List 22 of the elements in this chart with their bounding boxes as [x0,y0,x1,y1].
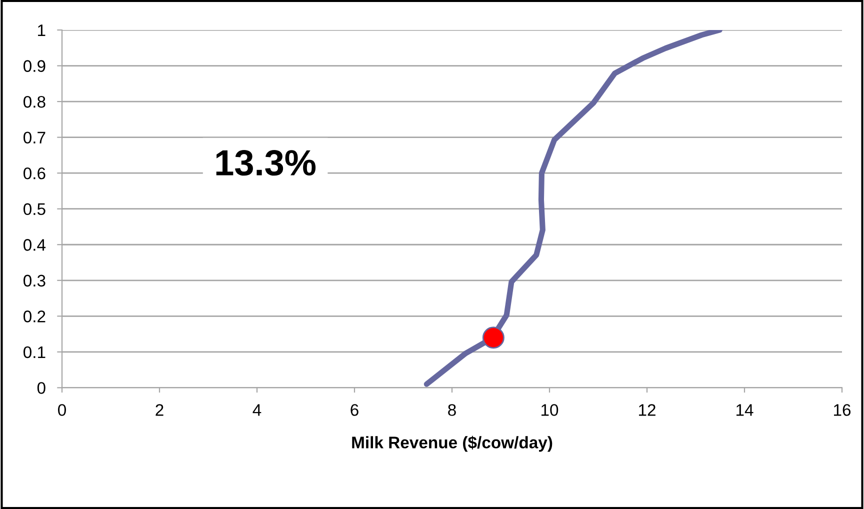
x-tick-label: 8 [448,404,456,416]
y-tick-label: 0.8 [24,96,46,108]
x-tick-label: 16 [834,404,851,416]
y-tick-label: 0.9 [24,60,46,72]
x-tick-label: 14 [736,404,754,416]
y-tick-label: 1 [38,24,46,36]
x-tick-label: 4 [252,404,262,416]
y-tick-label: 0.2 [24,310,46,322]
x-tick-label: 10 [542,404,558,416]
y-tick-label: 0.1 [24,346,46,358]
y-tick-label: 0.4 [24,239,46,251]
y-tick-label: 0.3 [24,274,46,287]
annotation: 13.3% [216,150,316,176]
x-tick-label: 12 [639,404,656,416]
x-tick-label: 0 [58,404,66,416]
y-tick-label: 0 [37,382,46,394]
y-tick-label: 0.5 [24,203,46,216]
x-tick-label: 2 [156,404,164,416]
x-axis-title: Milk Revenue ($/cow/day) [352,436,552,452]
y-tick-label: 0.7 [24,132,46,144]
x-tick-label: 6 [350,404,358,416]
y-tick-label: 0.6 [24,167,46,180]
